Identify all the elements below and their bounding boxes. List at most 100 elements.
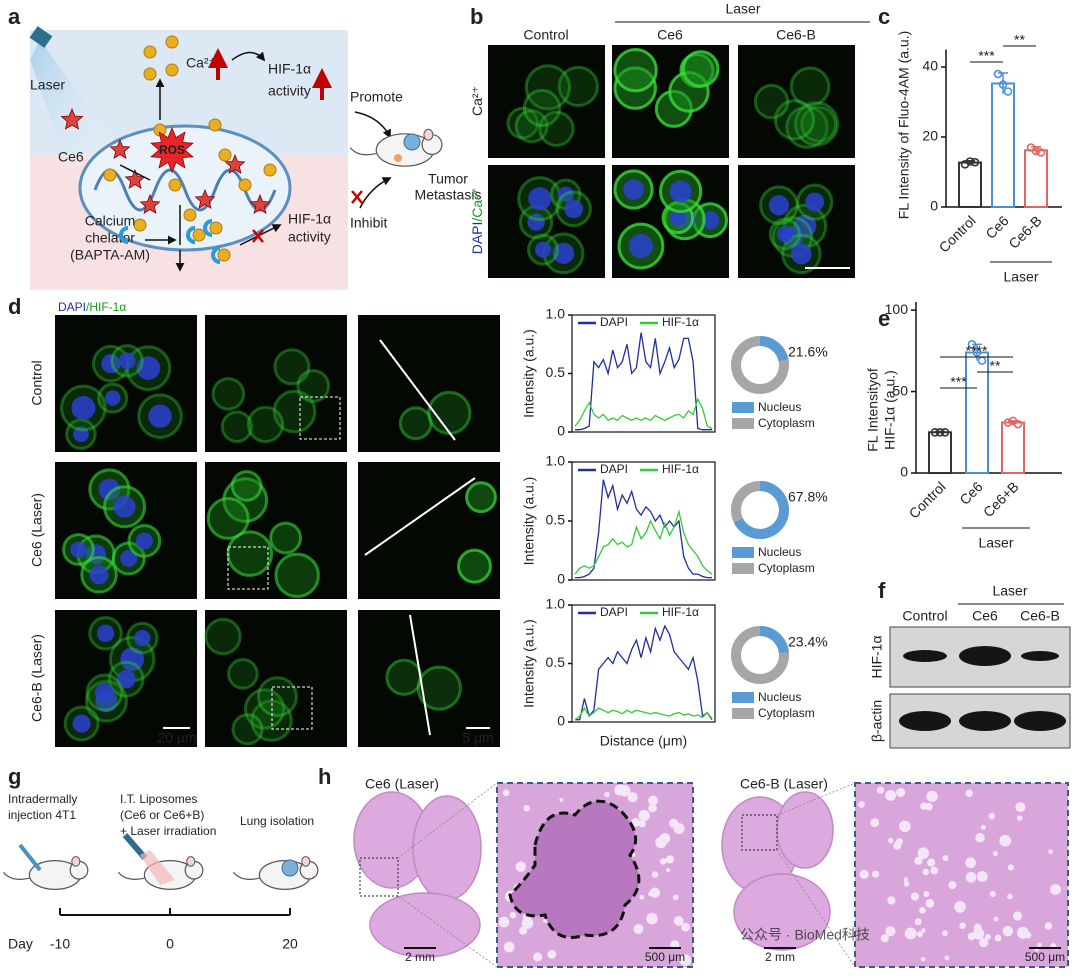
lung-lobe	[369, 892, 481, 958]
band	[959, 711, 1011, 731]
alveolus	[959, 922, 966, 930]
alveolus	[1007, 893, 1013, 900]
panel-label: b	[470, 4, 483, 29]
row-label: HIF-1α	[869, 635, 885, 678]
panel-label: h	[318, 764, 331, 789]
step-text: Lung isolation	[240, 814, 314, 828]
alveolus	[920, 956, 926, 962]
data-point	[970, 157, 980, 167]
panel-label: d	[8, 294, 21, 319]
step-text: injection 4T1	[8, 808, 76, 822]
alveolus	[505, 945, 511, 952]
legend-label: Cytoplasm	[758, 561, 815, 575]
scale-bar-label: 500 μm	[1025, 950, 1065, 964]
zoom-line	[397, 895, 498, 968]
calcium-dot	[192, 228, 206, 242]
row-label-part: Ca²⁺	[469, 86, 485, 116]
nucleus	[120, 549, 138, 568]
timeline-label: 20	[282, 936, 298, 952]
alveolus	[980, 824, 986, 831]
cell	[613, 47, 658, 93]
tumor-lung	[281, 859, 299, 877]
zoom-box	[741, 814, 778, 851]
row-label: Ca²⁺	[469, 86, 485, 116]
lung-lobe	[733, 873, 831, 951]
data-point	[965, 157, 975, 166]
panel-label: g	[8, 764, 21, 789]
tumor-region	[508, 799, 641, 939]
alveolus	[498, 916, 510, 928]
nucleus	[73, 426, 89, 443]
alveolus	[523, 805, 530, 812]
y-tick-label: 0.5	[546, 654, 566, 670]
mouse-ear	[423, 128, 434, 141]
band	[899, 711, 951, 731]
alveolus	[665, 855, 675, 864]
alveolus	[1048, 849, 1053, 855]
cell	[230, 470, 263, 502]
mouse-ear	[71, 856, 81, 867]
cell	[273, 348, 311, 386]
line-series	[575, 332, 712, 431]
cell	[231, 713, 264, 746]
line-series	[575, 624, 713, 721]
plot-frame	[571, 604, 716, 723]
alveolus	[604, 791, 610, 798]
ce6-star	[109, 138, 131, 159]
donut-slice	[759, 336, 789, 362]
legend-label-part: /HIF-1α	[86, 300, 126, 314]
bar	[928, 431, 952, 474]
donut-value-label: 21.6%	[788, 344, 828, 360]
nucleus	[116, 669, 136, 689]
mouse-ear	[186, 856, 196, 867]
legend-label: HIF-1α	[662, 605, 699, 619]
cell	[416, 665, 462, 711]
data-point	[967, 340, 977, 349]
alveolus	[633, 924, 644, 935]
ce6-star	[194, 188, 216, 209]
calcium-dot	[143, 67, 157, 81]
ce6-star	[224, 153, 246, 174]
mouse-ear	[301, 856, 311, 867]
calcium-dot	[218, 148, 232, 162]
alveolus	[651, 871, 659, 878]
histology	[854, 782, 1069, 968]
y-axis-label: Intensity (a.u.)	[521, 477, 537, 566]
donut-slice	[759, 626, 789, 654]
tumor-lung	[403, 133, 421, 151]
y-tick-label: 40	[922, 58, 938, 74]
alveolus	[660, 858, 667, 865]
alveolus	[921, 928, 926, 933]
alveolus	[896, 837, 903, 845]
alveolus	[967, 932, 976, 941]
zoom-box	[271, 686, 313, 730]
legend-label-part: DAPI	[58, 300, 86, 314]
micrograph	[738, 45, 855, 158]
plot-frame	[571, 461, 716, 581]
alveolus	[543, 918, 548, 923]
cell	[206, 497, 250, 540]
cell	[269, 521, 303, 555]
data-point	[1036, 148, 1046, 157]
legend-swatch	[732, 708, 754, 719]
alveolus	[992, 850, 998, 856]
group-label: Laser	[1003, 269, 1038, 285]
alveolus	[944, 955, 950, 961]
cell	[296, 369, 331, 403]
calcium-dot	[133, 218, 147, 232]
alveolus	[681, 922, 690, 932]
ce6-star	[60, 107, 84, 130]
nucleus	[136, 356, 161, 380]
alveolus	[1016, 815, 1023, 821]
alveolus	[916, 931, 923, 938]
alveolus	[972, 928, 985, 940]
laser-device	[29, 26, 53, 48]
cell	[465, 481, 497, 514]
nucleus	[791, 243, 812, 265]
donut-slice	[733, 481, 789, 539]
legend-swatch	[732, 563, 754, 574]
ce6-text: Ce6	[58, 149, 84, 165]
significance-label: **	[1014, 32, 1025, 48]
alveolus	[673, 823, 685, 835]
